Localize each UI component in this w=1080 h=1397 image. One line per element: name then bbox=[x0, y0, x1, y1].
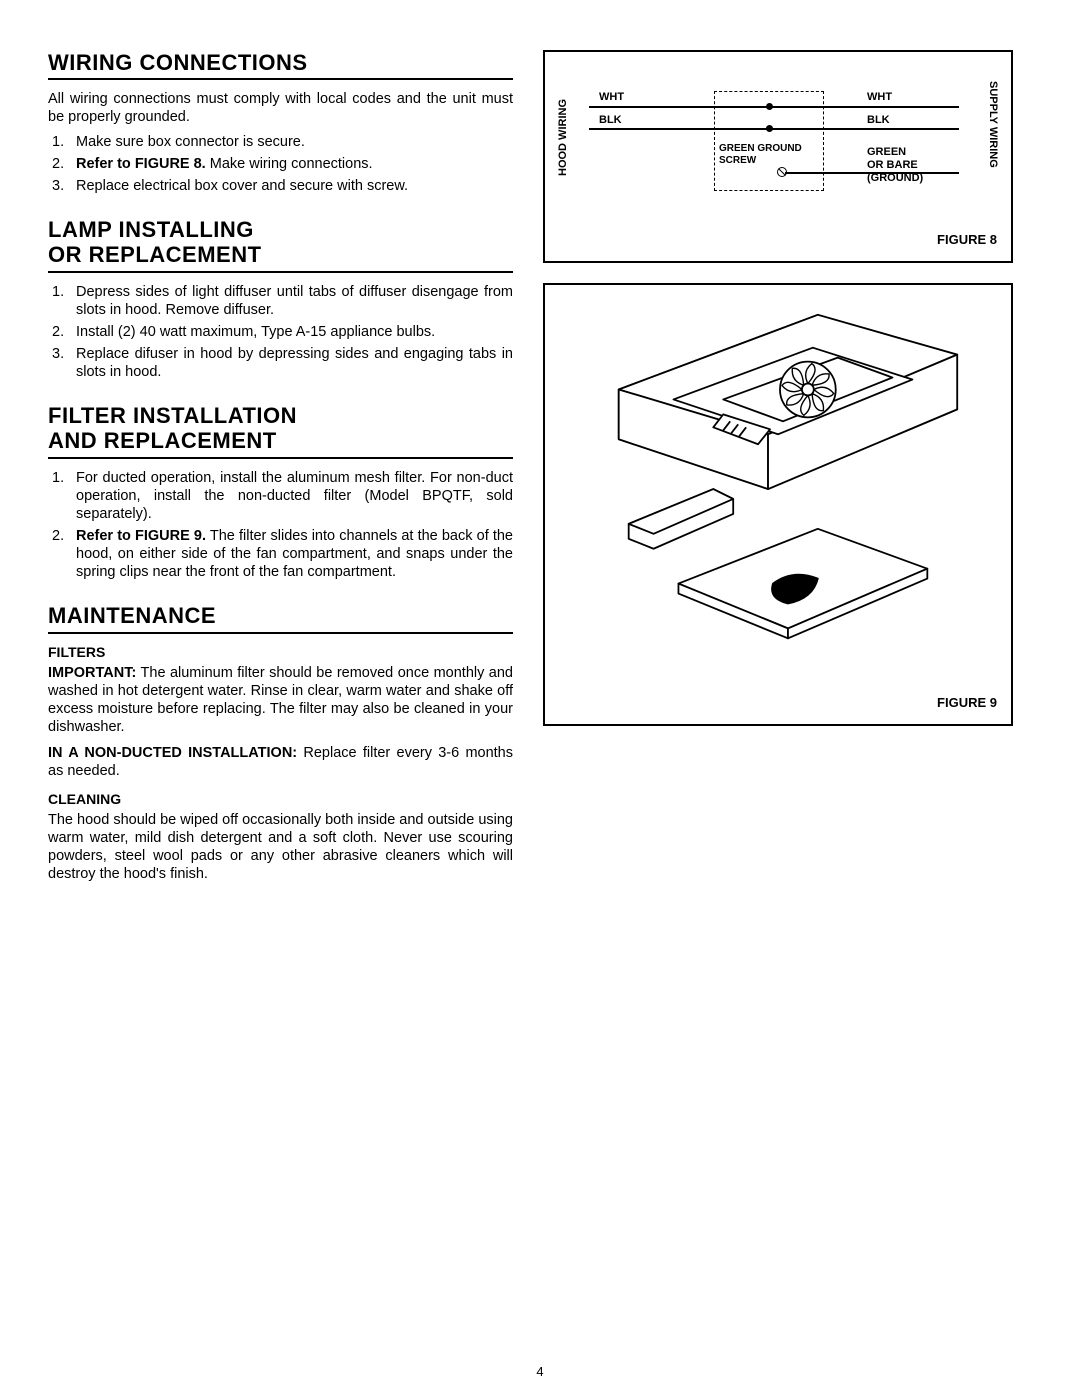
list-item: For ducted operation, install the alumin… bbox=[48, 469, 513, 523]
ground-screw-icon bbox=[777, 167, 787, 177]
list-bold: Refer to FIGURE 9. bbox=[76, 528, 206, 544]
filters-heading: FILTERS bbox=[48, 644, 513, 660]
list-text: Replace difuser in hood by depressing si… bbox=[76, 346, 513, 380]
supply-wiring-label: SUPPLY WIRING bbox=[987, 81, 999, 168]
figure-8: HOOD WIRING SUPPLY WIRING WHT WHT BLK BL… bbox=[543, 50, 1013, 263]
blk-label-right: BLK bbox=[867, 114, 890, 126]
hood-wiring-label: HOOD WIRING bbox=[557, 99, 569, 176]
wht-wire bbox=[589, 106, 959, 108]
page-number: 4 bbox=[536, 1364, 543, 1379]
green-label: GREEN bbox=[867, 146, 906, 158]
list-text: For ducted operation, install the alumin… bbox=[76, 470, 513, 522]
list-item: Install (2) 40 watt maximum, Type A-15 a… bbox=[48, 323, 513, 341]
green-ground-label: GREEN GROUND bbox=[719, 143, 802, 154]
list-item: Replace difuser in hood by depressing si… bbox=[48, 345, 513, 381]
wht-label-right: WHT bbox=[867, 91, 892, 103]
filters-p1: IMPORTANT: The aluminum filter should be… bbox=[48, 664, 513, 737]
blk-label-left: BLK bbox=[599, 114, 622, 126]
hood-diagram-icon bbox=[559, 299, 997, 689]
para-bold: IMPORTANT: bbox=[48, 665, 136, 681]
list-item: Make sure box connector is secure. bbox=[48, 133, 513, 151]
title-line: OR REPLACEMENT bbox=[48, 242, 262, 267]
wiring-diagram: HOOD WIRING SUPPLY WIRING WHT WHT BLK BL… bbox=[559, 66, 997, 226]
wiring-list: Make sure box connector is secure. Refer… bbox=[48, 133, 513, 195]
list-text: Replace electrical box cover and secure … bbox=[76, 178, 408, 194]
wire-connector-icon bbox=[766, 103, 773, 110]
list-item: Replace electrical box cover and secure … bbox=[48, 177, 513, 195]
list-text: Make sure box connector is secure. bbox=[76, 134, 305, 150]
figure-8-caption: FIGURE 8 bbox=[559, 232, 997, 247]
list-item: Refer to FIGURE 8. Make wiring connectio… bbox=[48, 155, 513, 173]
section-title-filter: FILTER INSTALLATION AND REPLACEMENT bbox=[48, 403, 513, 459]
cleaning-heading: CLEANING bbox=[48, 791, 513, 807]
list-text: Make wiring connections. bbox=[206, 156, 373, 172]
list-text: Depress sides of light diffuser until ta… bbox=[76, 284, 513, 318]
wiring-intro: All wiring connections must comply with … bbox=[48, 90, 513, 126]
lamp-list: Depress sides of light diffuser until ta… bbox=[48, 283, 513, 382]
wire-connector-icon bbox=[766, 125, 773, 132]
or-bare-label: OR BARE bbox=[867, 159, 918, 171]
screw-label: SCREW bbox=[719, 155, 756, 166]
figure-9-caption: FIGURE 9 bbox=[559, 695, 997, 710]
title-line: AND REPLACEMENT bbox=[48, 428, 277, 453]
section-title-maintenance: MAINTENANCE bbox=[48, 603, 513, 633]
para-bold: IN A NON-DUCTED INSTALLATION: bbox=[48, 745, 297, 761]
list-item: Refer to FIGURE 9. The filter slides int… bbox=[48, 527, 513, 581]
title-line: LAMP INSTALLING bbox=[48, 217, 254, 242]
filters-p2: IN A NON-DUCTED INSTALLATION: Replace fi… bbox=[48, 744, 513, 780]
section-title-wiring: WIRING CONNECTIONS bbox=[48, 50, 513, 80]
list-text: Install (2) 40 watt maximum, Type A-15 a… bbox=[76, 324, 435, 340]
ground-label: (GROUND) bbox=[867, 172, 923, 184]
wht-label-left: WHT bbox=[599, 91, 624, 103]
section-title-lamp: LAMP INSTALLING OR REPLACEMENT bbox=[48, 217, 513, 273]
cleaning-p: The hood should be wiped off occasionall… bbox=[48, 811, 513, 884]
list-bold: Refer to FIGURE 8. bbox=[76, 156, 206, 172]
filter-list: For ducted operation, install the alumin… bbox=[48, 469, 513, 582]
hood-exploded-view bbox=[559, 299, 997, 689]
title-line: FILTER INSTALLATION bbox=[48, 403, 297, 428]
figure-9: FIGURE 9 bbox=[543, 283, 1013, 726]
blk-wire bbox=[589, 128, 959, 130]
list-item: Depress sides of light diffuser until ta… bbox=[48, 283, 513, 319]
